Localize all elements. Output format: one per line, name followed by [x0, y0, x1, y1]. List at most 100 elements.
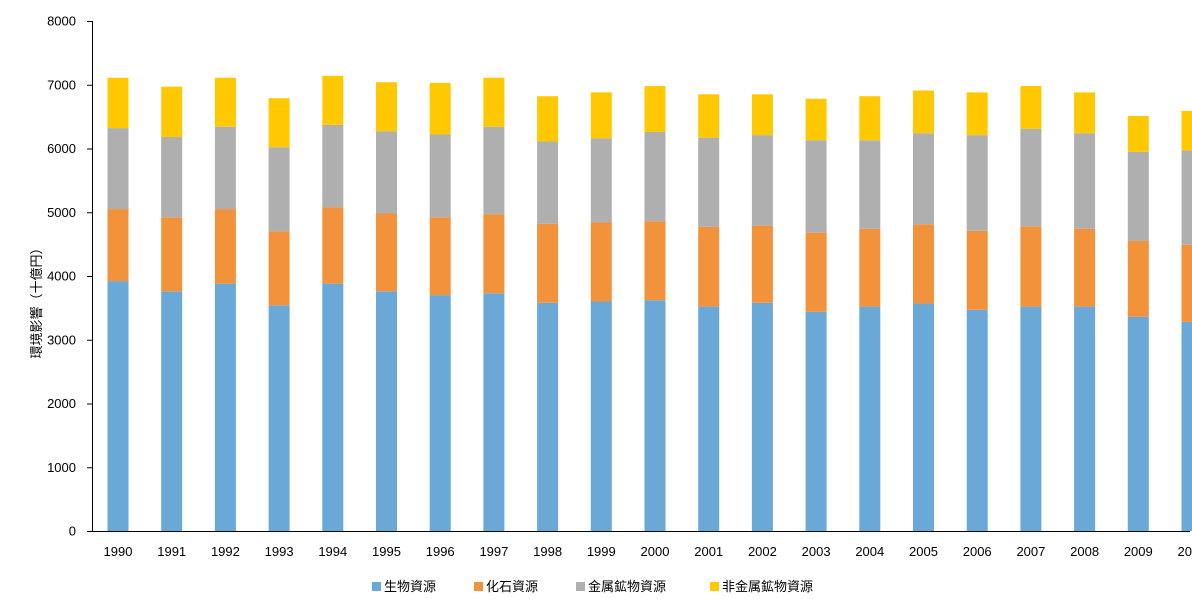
x-tick-label: 1993 — [265, 544, 294, 559]
bar-segment — [214, 126, 236, 210]
bar-segment — [913, 133, 934, 225]
x-tick-label: 1992 — [211, 544, 240, 559]
bar-segment — [966, 135, 988, 231]
bar-segment — [429, 82, 451, 135]
bar-segment — [1181, 321, 1192, 531]
bar-segment — [1181, 244, 1192, 322]
bar-segment — [1181, 110, 1192, 151]
bar-segment — [429, 217, 451, 296]
y-tick-label: 7000 — [47, 77, 76, 92]
bar-segment — [161, 217, 183, 292]
x-tick-label: 1997 — [479, 544, 508, 559]
bar-segment — [1074, 228, 1096, 307]
x-tick-label: 2006 — [963, 544, 992, 559]
bar-segment — [161, 86, 183, 138]
bar-segment — [1074, 133, 1096, 229]
y-tick-label: 2000 — [47, 396, 76, 411]
x-tick-label: 1995 — [372, 544, 401, 559]
bar-segment — [1181, 150, 1192, 245]
bar-segment — [805, 140, 827, 233]
y-tick-label: 0 — [69, 524, 76, 539]
bar-segment — [268, 147, 290, 232]
x-tick-label: 1994 — [318, 544, 347, 559]
bar-segment — [1020, 86, 1042, 129]
x-tick-label: 2002 — [748, 544, 777, 559]
x-tick-label: 1999 — [587, 544, 616, 559]
y-tick-label: 3000 — [47, 332, 76, 347]
x-tick-label: 1990 — [104, 544, 133, 559]
bar-segment — [1127, 240, 1149, 317]
y-axis-ticks: 0 1000 2000 3000 4000 5000 6000 7000 8000 — [47, 14, 92, 539]
bar-segment — [1020, 306, 1042, 531]
legend-label: 非金属鉱物資源 — [722, 579, 813, 595]
bar-segment — [268, 231, 290, 306]
bar-segment — [537, 302, 559, 531]
bar-segment — [751, 225, 773, 303]
bar-segment — [483, 293, 505, 531]
bar-segment — [483, 77, 505, 127]
x-tick-label: 2005 — [909, 544, 938, 559]
bar-segment — [859, 306, 881, 531]
x-tick-label: 2000 — [641, 544, 670, 559]
bar-segment — [537, 141, 559, 224]
bar-segment — [322, 124, 344, 208]
bar-segment — [107, 281, 129, 531]
bar-segment — [644, 221, 666, 301]
bar-segment — [214, 209, 236, 284]
bars — [107, 75, 1192, 531]
x-tick-label: 2003 — [802, 544, 831, 559]
bar-segment — [214, 283, 236, 531]
bar-segment — [376, 291, 397, 531]
bar-segment — [1127, 316, 1149, 531]
bar-segment — [322, 75, 344, 125]
bar-segment — [805, 98, 827, 141]
bar-segment — [751, 135, 773, 226]
legend-label: 生物資源 — [384, 580, 436, 595]
bar-segment — [1074, 92, 1096, 134]
bar-segment — [913, 303, 934, 531]
bar-segment — [107, 209, 129, 282]
x-tick-label: 2001 — [694, 544, 723, 559]
bar-segment — [376, 131, 397, 214]
bar-segment — [805, 232, 827, 312]
x-tick-label: 1996 — [426, 544, 455, 559]
bar-segment — [429, 295, 451, 531]
x-tick-label: 2008 — [1070, 544, 1099, 559]
bar-segment — [966, 309, 988, 531]
x-tick-label: 2009 — [1124, 544, 1153, 559]
bar-segment — [483, 214, 505, 294]
legend-label: 化石資源 — [486, 580, 538, 595]
bar-segment — [107, 128, 129, 210]
legend: 生物資源 化石資源 金属鉱物資源 非金属鉱物資源 — [372, 579, 813, 595]
legend-swatch — [372, 582, 381, 591]
bar-segment — [644, 86, 666, 132]
bar-segment — [859, 228, 881, 307]
bar-segment — [322, 207, 344, 284]
y-axis-label: 環境影響（十億円） — [29, 241, 45, 358]
bar-segment — [698, 306, 720, 531]
x-tick-label: 2010 — [1178, 544, 1192, 559]
y-tick-label: 8000 — [47, 14, 76, 29]
y-tick-label: 6000 — [47, 141, 76, 156]
bar-segment — [107, 77, 129, 129]
bar-segment — [859, 140, 881, 229]
bar-segment — [751, 302, 773, 531]
x-tick-label: 2004 — [855, 544, 884, 559]
bar-segment — [1127, 151, 1149, 241]
bar-segment — [1020, 226, 1042, 307]
bar-segment — [268, 305, 290, 531]
bar-segment — [483, 126, 505, 215]
x-tick-label: 2007 — [1016, 544, 1045, 559]
legend-label: 金属鉱物資源 — [588, 579, 666, 595]
bar-segment — [698, 137, 720, 227]
bar-segment — [751, 94, 773, 136]
bar-segment — [376, 82, 397, 132]
legend-swatch — [710, 582, 719, 591]
bar-segment — [644, 131, 666, 222]
bar-segment — [644, 300, 666, 531]
bar-segment — [913, 224, 934, 304]
bar-segment — [322, 283, 344, 531]
bar-segment — [268, 98, 290, 148]
